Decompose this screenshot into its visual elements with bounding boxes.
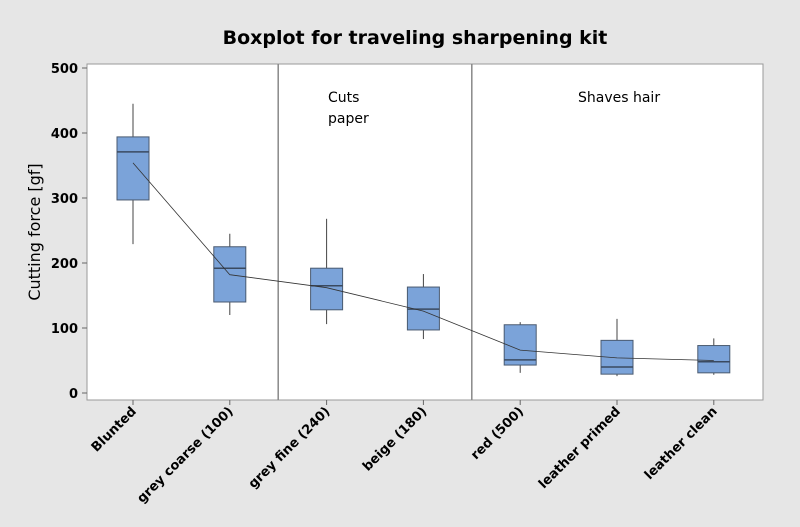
box bbox=[116, 136, 150, 201]
annotation-label: paper bbox=[328, 111, 369, 127]
y-tick-label: 300 bbox=[51, 192, 78, 207]
chart-title: Boxplot for traveling sharpening kit bbox=[223, 27, 608, 49]
box bbox=[503, 324, 537, 366]
y-tick-label: 100 bbox=[51, 322, 78, 337]
box bbox=[310, 267, 344, 311]
annotation-label: Shaves hair bbox=[578, 90, 660, 106]
x-tick-label: leather primed bbox=[536, 404, 624, 492]
x-tick-label: leather clean bbox=[642, 404, 721, 483]
x-tick-label: Blunted bbox=[89, 404, 140, 455]
y-axis-label: Cutting force [gf] bbox=[25, 163, 44, 300]
box bbox=[697, 345, 731, 374]
y-tick-label: 500 bbox=[51, 62, 78, 77]
y-tick-label: 0 bbox=[69, 387, 78, 402]
mean-connect-line bbox=[132, 162, 714, 361]
plot-area bbox=[86, 63, 764, 401]
x-tick-label: grey fine (240) bbox=[246, 404, 334, 492]
y-tick-label: 400 bbox=[51, 127, 78, 142]
y-tick-label: 200 bbox=[51, 257, 78, 272]
x-tick-label: grey coarse (100) bbox=[134, 404, 236, 506]
x-tick-label: beige (180) bbox=[360, 404, 430, 474]
x-tick-label: red (500) bbox=[468, 404, 527, 463]
annotation-label: Cuts bbox=[328, 90, 359, 106]
